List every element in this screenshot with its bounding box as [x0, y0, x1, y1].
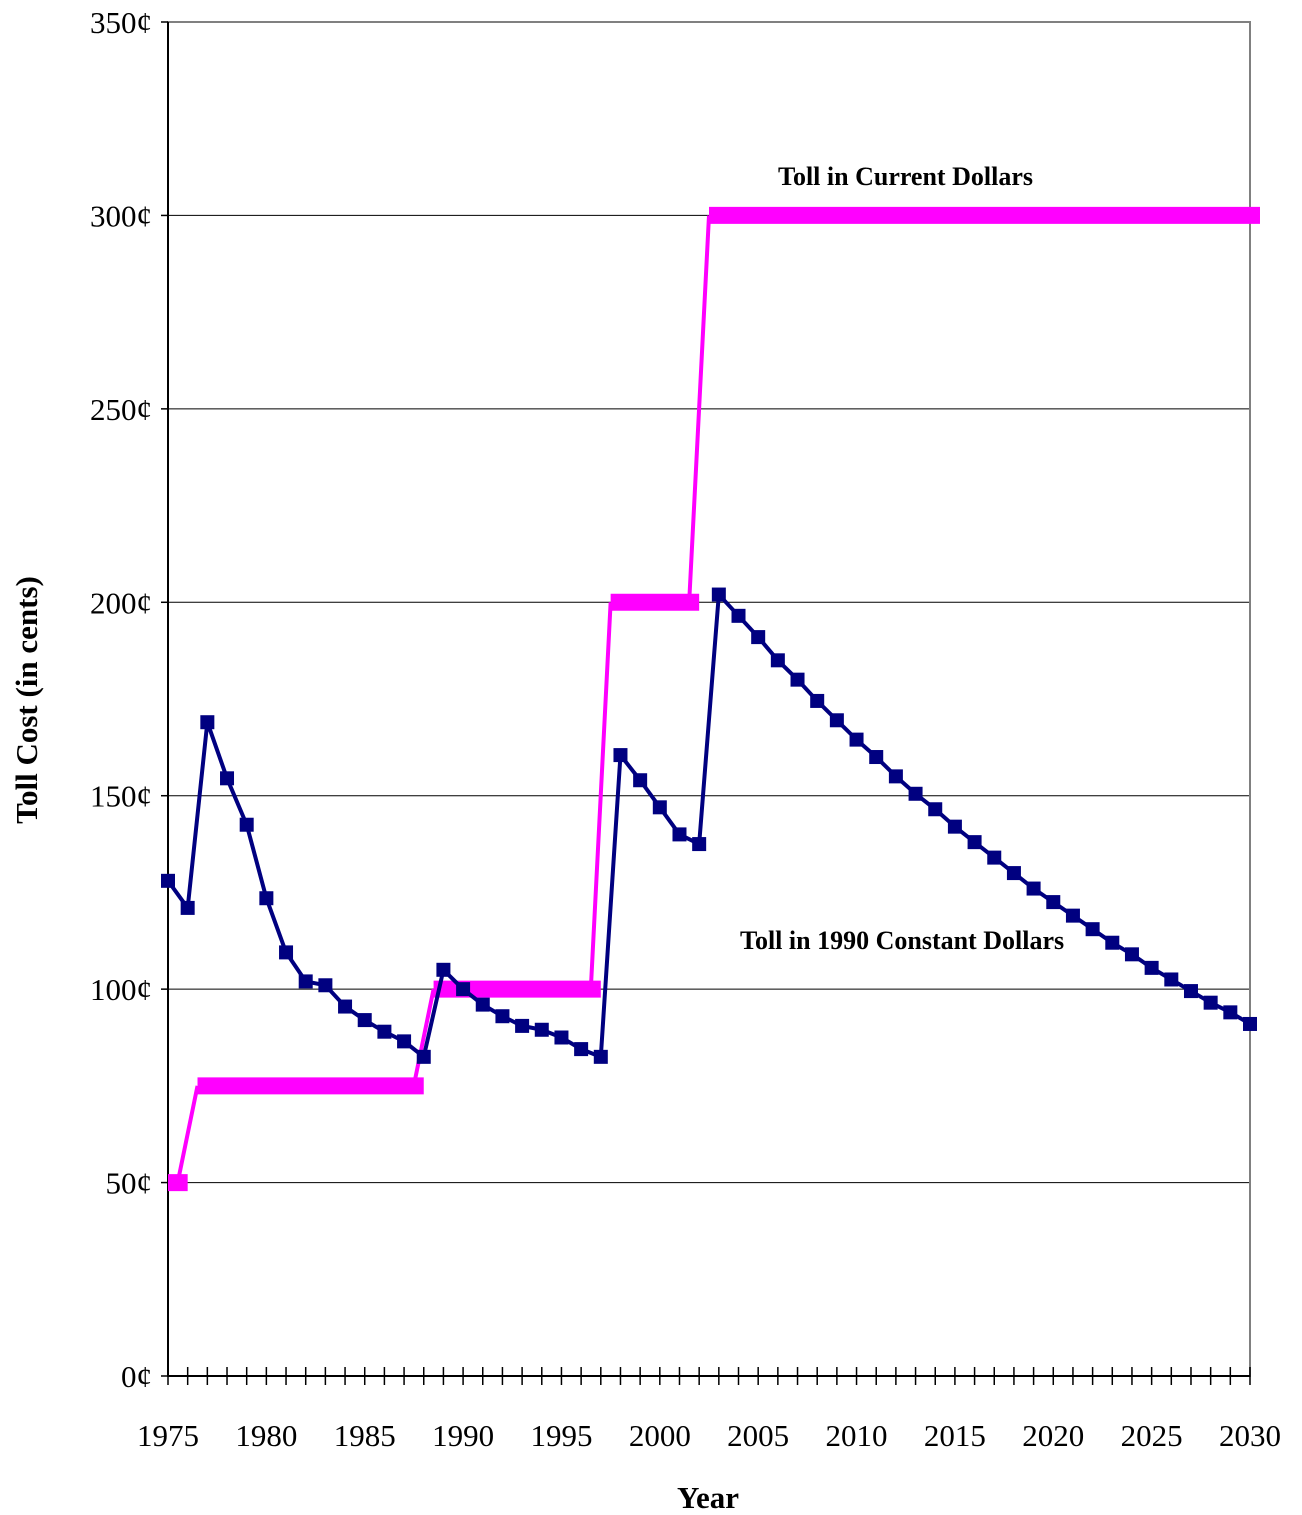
constant-dollars-point	[298, 974, 313, 989]
constant-dollars-point	[1105, 935, 1120, 950]
constant-dollars-point	[692, 837, 707, 852]
constant-dollars-point	[220, 771, 235, 786]
x-tick-label: 1990	[432, 1418, 494, 1453]
y-tick-label: 150¢	[90, 779, 152, 814]
constant-dollars-point	[436, 962, 451, 977]
constant-dollars-point	[829, 713, 844, 728]
constant-dollars-point	[770, 653, 785, 668]
constant-dollars-point	[928, 802, 943, 817]
constant-dollars-point	[554, 1030, 569, 1045]
constant-dollars-point	[672, 827, 687, 842]
constant-dollars-point	[888, 769, 903, 784]
constant-dollars-point	[1065, 908, 1080, 923]
constant-dollars-point	[987, 850, 1002, 865]
constant-dollars-point	[849, 732, 864, 747]
constant-dollars-point	[593, 1049, 608, 1064]
y-tick-label: 250¢	[90, 392, 152, 427]
series-layer	[161, 206, 1260, 1192]
constant-dollars-point	[416, 1049, 431, 1064]
series-current-dollars	[168, 206, 1260, 1192]
series-constant-dollars	[161, 587, 1257, 1064]
x-tick-label: 1995	[530, 1418, 592, 1453]
x-tick-label: 2025	[1121, 1418, 1183, 1453]
constant-dollars-point	[1046, 895, 1061, 910]
x-tick-label: 2010	[826, 1418, 888, 1453]
constant-dollars-point	[259, 891, 274, 906]
y-tick-label: 50¢	[106, 1166, 153, 1201]
constant-dollars-point	[574, 1042, 589, 1057]
constant-dollars-point	[1203, 995, 1218, 1010]
constant-dollars-point	[534, 1022, 549, 1037]
current-dollars-ramps	[175, 215, 711, 1183]
constant-dollars-point	[318, 978, 333, 993]
constant-dollars-point	[731, 608, 746, 623]
constant-dollars-point	[967, 835, 982, 850]
x-tick-label: 2020	[1022, 1418, 1084, 1453]
y-axis-title: Toll Cost (in cents)	[9, 576, 44, 824]
constant-dollars-point	[1144, 960, 1159, 975]
constant-dollars-point	[239, 817, 254, 832]
constant-dollars-point	[1006, 866, 1021, 881]
y-tick-label: 200¢	[90, 585, 152, 620]
x-tick-label: 1985	[334, 1418, 396, 1453]
y-tick-label: 300¢	[90, 198, 152, 233]
constant-dollars-point	[161, 873, 175, 888]
constant-dollars-point	[633, 773, 648, 788]
constant-dollars-point	[1164, 972, 1179, 987]
constant-dollars-point	[397, 1034, 412, 1049]
x-tick-label: 2030	[1219, 1418, 1281, 1453]
y-tick-label: 100¢	[90, 972, 152, 1007]
constant-dollars-point	[869, 750, 884, 765]
constant-dollars-point	[790, 672, 805, 687]
x-tick-label: 2000	[629, 1418, 691, 1453]
constant-dollars-point	[495, 1009, 510, 1024]
tick-labels: 0¢ 50¢ 100¢ 150¢ 200¢ 250¢ 300¢ 350¢ 1975 1980 198…	[90, 5, 1281, 1453]
constant-dollars-point	[357, 1013, 372, 1028]
constant-dollars-point	[1026, 881, 1041, 896]
constant-dollars-point	[652, 800, 667, 815]
constant-dollars-point	[1243, 1016, 1257, 1031]
constant-dollars-point	[947, 819, 962, 834]
x-tick-label: 1975	[137, 1418, 199, 1453]
constant-dollars-point	[377, 1024, 392, 1039]
x-tick-label: 2005	[727, 1418, 789, 1453]
constant-dollars-point	[908, 786, 923, 801]
constant-dollars-point	[613, 748, 628, 763]
constant-dollars-point	[279, 945, 294, 960]
constant-dollars-point	[180, 900, 195, 915]
axes	[161, 21, 1251, 1385]
constant-dollars-point	[338, 999, 353, 1014]
constant-dollars-point	[711, 587, 726, 602]
x-axis-title: Year	[677, 1480, 739, 1515]
constant-dollars-point	[1124, 947, 1139, 962]
x-tick-label: 1980	[235, 1418, 297, 1453]
constant-dollars-point	[1183, 984, 1198, 999]
constant-dollars-point	[751, 630, 766, 645]
constant-dollars-point	[810, 693, 825, 708]
constant-dollars-point	[515, 1018, 530, 1033]
y-tick-label: 350¢	[90, 5, 152, 40]
constant-dollars-point	[456, 982, 471, 997]
annotation-current-dollars: Toll in Current Dollars	[778, 162, 1033, 191]
constant-dollars-point	[1223, 1005, 1238, 1020]
y-tick-label: 0¢	[121, 1359, 152, 1394]
constant-dollars-point	[475, 997, 490, 1012]
constant-dollars-point	[1085, 922, 1100, 937]
constant-dollars-point	[200, 715, 215, 730]
x-tick-label: 2015	[924, 1418, 986, 1453]
annotation-constant-dollars: Toll in 1990 Constant Dollars	[740, 926, 1064, 955]
